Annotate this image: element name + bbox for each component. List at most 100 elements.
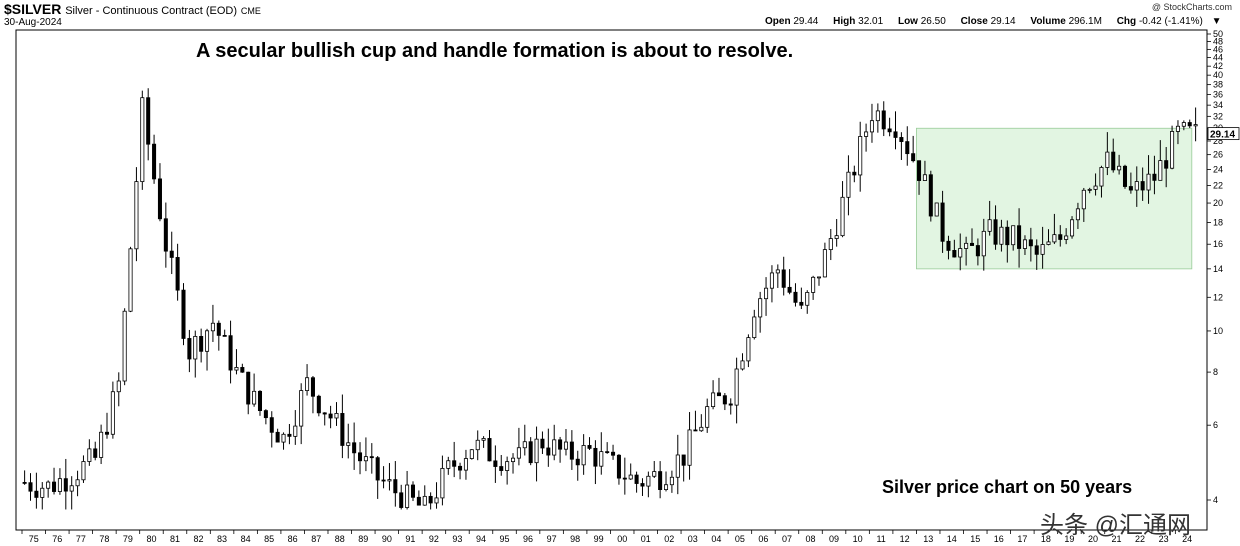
candle-body [146, 97, 151, 145]
candle-body [57, 478, 62, 492]
candle-body [346, 442, 351, 446]
last-price-tag [1207, 127, 1240, 141]
x-tick-label: 90 [382, 534, 392, 544]
candle-body [305, 377, 310, 391]
x-tick-label: 14 [947, 534, 957, 544]
candle-body [1028, 239, 1033, 247]
candle-body [917, 160, 922, 181]
candle-body [516, 447, 521, 459]
candle-body [746, 337, 751, 362]
candle-body [493, 460, 498, 467]
x-tick-label: 77 [76, 534, 86, 544]
candle-body [181, 289, 186, 339]
candle-body [799, 301, 804, 306]
candle-body [381, 479, 386, 482]
candle-body [581, 445, 586, 466]
candle-body [93, 448, 98, 458]
x-tick-label: 88 [335, 534, 345, 544]
watermark-text: 头条 @汇通网 [1040, 512, 1192, 539]
candle-body [1040, 244, 1045, 255]
candle-body [452, 460, 457, 467]
open-readout: Open 29.44 [765, 16, 819, 27]
y-tick-label: 14 [1213, 264, 1223, 274]
brand-link[interactable]: @ StockCharts.com [1151, 2, 1232, 12]
y-tick-label: 8 [1213, 367, 1218, 377]
candle-body [1058, 234, 1063, 240]
x-tick-label: 99 [594, 534, 604, 544]
candle-body [1187, 122, 1192, 127]
candle-body [334, 413, 339, 419]
low-readout: Low 26.50 [897, 16, 946, 27]
candle-body [193, 335, 198, 360]
candle-body [716, 392, 721, 397]
candle-body [216, 322, 221, 336]
candle-body [1122, 165, 1128, 187]
candle-body [363, 456, 368, 462]
watermark: 头条 @汇通网 [1040, 505, 1191, 540]
x-tick-label: 96 [523, 534, 533, 544]
candle-body [1158, 160, 1163, 181]
candle-body [1052, 234, 1057, 243]
x-tick-label: 95 [500, 534, 510, 544]
candle-body [1034, 245, 1039, 255]
candle-body [1146, 173, 1151, 191]
candle-body [981, 230, 986, 257]
y-tick-label: 20 [1213, 198, 1223, 208]
candle-body [816, 276, 822, 279]
x-tick-label: 10 [853, 534, 863, 544]
ticker-exchange: CME [240, 6, 261, 16]
x-tick-label: 76 [52, 534, 62, 544]
y-tick-label: 36 [1213, 90, 1223, 100]
y-tick-label: 18 [1213, 217, 1223, 227]
candle-body [734, 368, 739, 406]
x-tick-label: 08 [806, 534, 816, 544]
candle-body [422, 495, 427, 506]
ticker-title: $SILVER Silver - Continuous Contract (EO… [4, 1, 261, 17]
x-tick-label: 13 [923, 534, 933, 544]
x-tick-label: 22 [1135, 534, 1145, 544]
candle-body [116, 380, 121, 393]
candle-body [652, 471, 657, 477]
candle-body [511, 457, 516, 463]
candle-body [340, 413, 345, 446]
cup-handle-zone [916, 127, 1193, 270]
y-tick-label: 28 [1213, 136, 1223, 146]
candle-body [128, 248, 133, 312]
close-readout: Close 29.14 [960, 16, 1016, 27]
candle-body [622, 477, 627, 480]
candle-body [669, 476, 674, 486]
candle-body [869, 120, 874, 133]
candle-body [1140, 181, 1145, 191]
candle-body [628, 474, 633, 480]
x-tick-label: 92 [429, 534, 439, 544]
candle-body [175, 257, 180, 291]
candle-body [911, 153, 916, 162]
candle-body [1128, 186, 1133, 191]
x-tick-label: 84 [241, 534, 251, 544]
candle-body [163, 218, 168, 252]
candle-body [222, 334, 227, 337]
candle-body [822, 249, 827, 278]
x-tick-label: 93 [452, 534, 462, 544]
x-tick-label: 11 [876, 534, 885, 544]
annotation-top: A secular bullish cup and handle formati… [196, 40, 794, 62]
x-tick-label: 75 [29, 534, 39, 544]
candle-body [1017, 225, 1022, 249]
x-tick-label: 21 [1111, 534, 1121, 544]
candle-body [828, 238, 833, 251]
candle-body [434, 497, 439, 504]
x-tick-label: 03 [688, 534, 698, 544]
candle-body [40, 487, 45, 498]
y-tick-label: 10 [1213, 326, 1223, 336]
candle-body [522, 441, 527, 449]
candle-body [393, 479, 398, 494]
candle-body [993, 219, 998, 245]
candle-body [246, 371, 251, 405]
candle-body [240, 367, 245, 373]
candle-body [781, 269, 786, 288]
candle-body [475, 439, 480, 451]
candle-body [81, 461, 86, 481]
candle-body [552, 439, 557, 456]
candle-body [505, 461, 510, 471]
volume-readout: Volume 296.1M [1030, 16, 1102, 27]
